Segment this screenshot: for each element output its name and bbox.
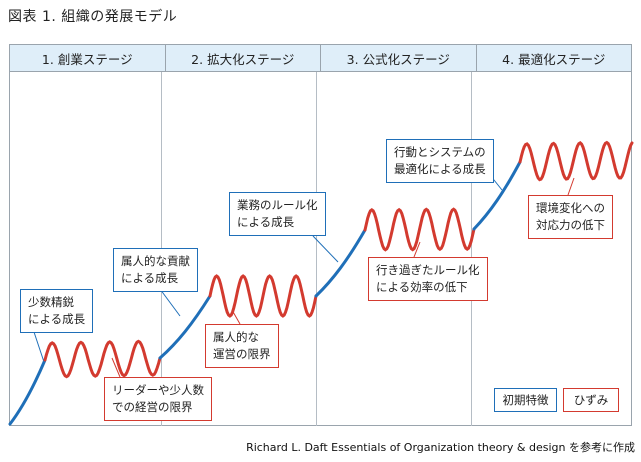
callout-line: による成長 xyxy=(237,215,295,229)
callout-stage1-distortion: リーダーや少人数 での経営の限界 xyxy=(104,377,212,421)
legend-distortion: ひずみ xyxy=(563,388,619,412)
callout-stage2-feature: 属人的な貢献 による成長 xyxy=(113,248,198,292)
callout-line: による効率の低下 xyxy=(376,280,468,294)
growth-segment-stage3 xyxy=(314,228,367,298)
callout-line: 環境変化への xyxy=(536,201,605,215)
callout-stage4-distortion: 環境変化への 対応力の低下 xyxy=(528,195,613,239)
callout-line: による成長 xyxy=(121,271,179,285)
stage-header-row: 1. 創業ステージ 2. 拡大化ステージ 3. 公式化ステージ 4. 最適化ステ… xyxy=(9,44,632,72)
callout-stage4-feature: 行動とシステムの 最適化による成長 xyxy=(386,139,494,183)
callout-line: リーダーや少人数 xyxy=(112,383,204,397)
callout-line: 業務のルール化 xyxy=(237,198,318,212)
callout-stage2-distortion: 属人的な 運営の限界 xyxy=(205,324,279,368)
stage-divider xyxy=(316,72,317,426)
growth-segment-stage2 xyxy=(158,294,212,360)
distortion-wave-stage2 xyxy=(208,274,318,318)
figure-title: 図表 1. 組織の発展モデル xyxy=(8,9,178,25)
growth-segment-stage1 xyxy=(8,358,47,426)
callout-stage1-feature: 少数精鋭 による成長 xyxy=(20,289,94,333)
callout-line: 属人的な貢献 xyxy=(121,254,190,268)
distortion-wave-stage4 xyxy=(518,140,634,182)
callout-line: での経営の限界 xyxy=(112,400,193,414)
callout-connector-line xyxy=(567,177,575,196)
stage-header-formalization: 3. 公式化ステージ xyxy=(320,45,476,71)
stage-header-optimization: 4. 最適化ステージ xyxy=(475,45,632,71)
callout-stage3-distortion: 行き過ぎたルール化 による効率の低下 xyxy=(368,257,488,301)
callout-line: 運営の限界 xyxy=(213,347,271,361)
callout-connector-line xyxy=(413,241,421,258)
callout-line: 最適化による成長 xyxy=(394,162,486,176)
callout-connector-line xyxy=(159,288,181,317)
callout-line: 行き過ぎたルール化 xyxy=(376,263,480,277)
stage-header-expansion: 2. 拡大化ステージ xyxy=(164,45,321,71)
growth-segment-stage4 xyxy=(472,160,522,231)
stage-divider xyxy=(471,72,472,426)
callout-line: 行動とシステムの xyxy=(394,145,486,159)
callout-connector-line xyxy=(33,331,45,363)
callout-connector-line xyxy=(312,235,339,263)
callout-line: 属人的な xyxy=(213,330,259,344)
callout-connectors xyxy=(33,174,575,378)
distortion-wave-stage1 xyxy=(43,339,162,379)
callout-line: 少数精鋭 xyxy=(28,295,74,309)
source-caption: Richard L. Daft Essentials of Organizati… xyxy=(246,441,635,454)
distortion-wave-stage3 xyxy=(363,207,476,252)
callout-line: による成長 xyxy=(28,312,86,326)
callout-stage3-feature: 業務のルール化 による成長 xyxy=(229,192,326,236)
stage-header-founding: 1. 創業ステージ xyxy=(41,51,133,67)
callout-line: 対応力の低下 xyxy=(536,218,605,232)
legend-feature: 初期特徴 xyxy=(494,388,557,412)
callout-connector-line xyxy=(111,357,121,378)
curve-segments xyxy=(8,140,634,426)
